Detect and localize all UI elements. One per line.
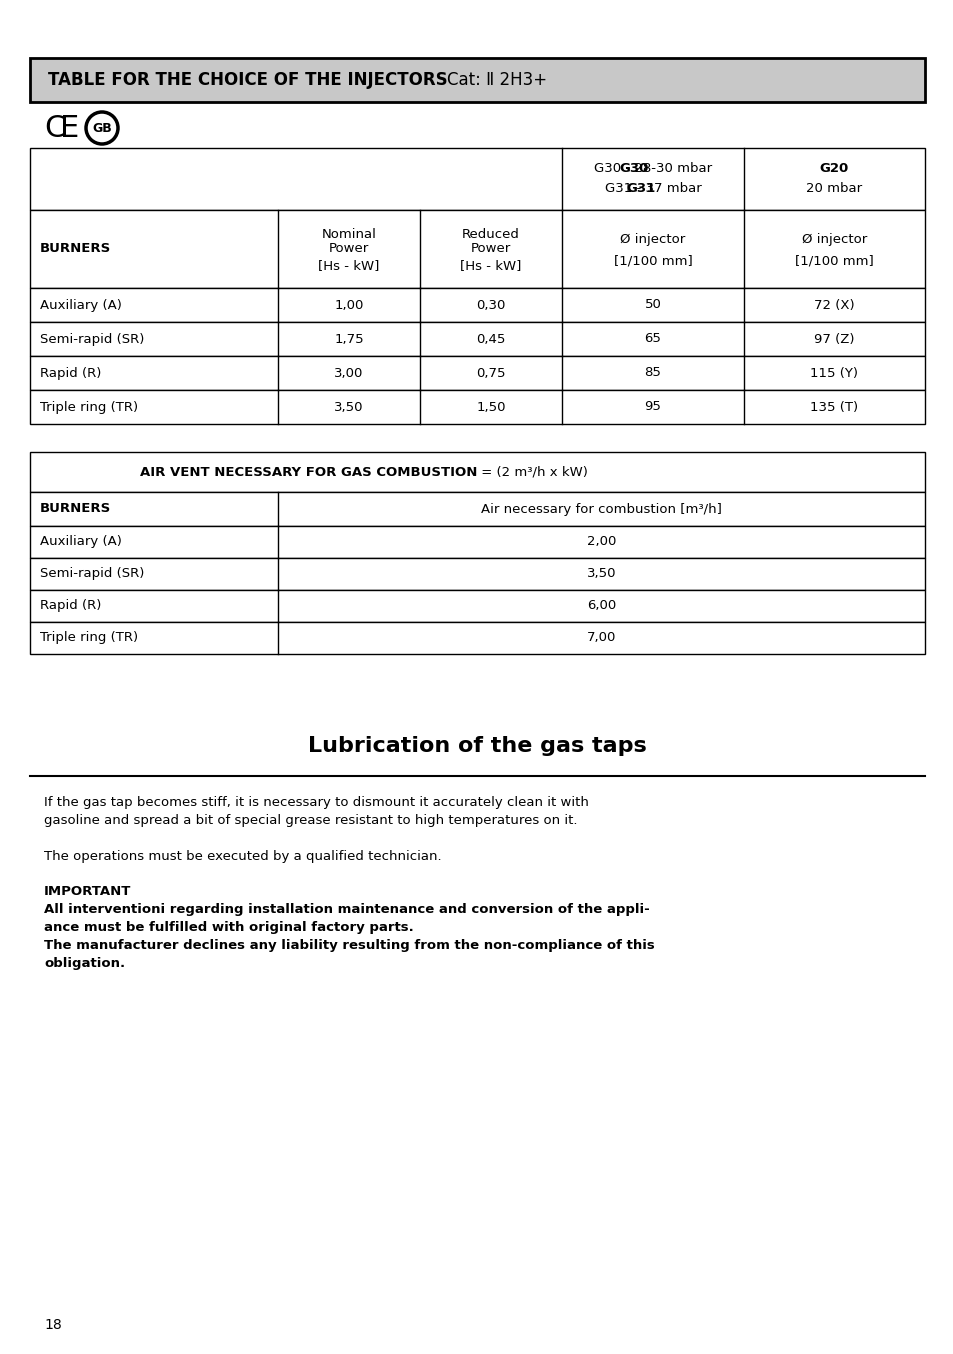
- Text: All interventioni regarding installation maintenance and conversion of the appli: All interventioni regarding installation…: [44, 903, 649, 917]
- Text: Semi-rapid (SR): Semi-rapid (SR): [40, 333, 144, 345]
- Text: [1/100 mm]: [1/100 mm]: [613, 255, 692, 268]
- Text: 0,45: 0,45: [476, 333, 505, 345]
- Bar: [30, 525, 924, 558]
- Text: Ø injector: Ø injector: [801, 233, 866, 245]
- Text: 115 (Y): 115 (Y): [810, 367, 858, 379]
- Text: ance must be fulfilled with original factory parts.: ance must be fulfilled with original fac…: [44, 921, 414, 934]
- Bar: [30, 452, 924, 492]
- Text: E: E: [60, 114, 79, 144]
- Text: Semi-rapid (SR): Semi-rapid (SR): [40, 567, 144, 581]
- Bar: [30, 558, 924, 590]
- Text: BURNERS: BURNERS: [40, 242, 112, 256]
- Text: 1,00: 1,00: [334, 298, 363, 311]
- Text: G30: G30: [618, 162, 648, 176]
- Text: The manufacturer declines any liability resulting from the non-compliance of thi: The manufacturer declines any liability …: [44, 940, 654, 952]
- Text: [Hs - kW]: [Hs - kW]: [460, 260, 521, 272]
- Text: 3,50: 3,50: [334, 401, 363, 413]
- Text: Auxiliary (A): Auxiliary (A): [40, 298, 122, 311]
- Text: G30 - 28-30 mbar: G30 - 28-30 mbar: [594, 162, 711, 176]
- Text: G31: G31: [625, 183, 655, 195]
- Text: Power: Power: [329, 242, 369, 256]
- Text: 3,50: 3,50: [586, 567, 616, 581]
- Text: Auxiliary (A): Auxiliary (A): [40, 535, 122, 548]
- Text: 1,50: 1,50: [476, 401, 505, 413]
- Text: Nominal: Nominal: [321, 227, 376, 241]
- Text: 3,00: 3,00: [334, 367, 363, 379]
- Bar: [30, 356, 924, 390]
- Text: 65: 65: [644, 333, 660, 345]
- Text: Triple ring (TR): Triple ring (TR): [40, 631, 138, 645]
- Text: gasoline and spread a bit of special grease resistant to high temperatures on it: gasoline and spread a bit of special gre…: [44, 814, 577, 827]
- Text: 0,30: 0,30: [476, 298, 505, 311]
- Circle shape: [86, 112, 118, 144]
- Text: G20: G20: [819, 162, 848, 176]
- Bar: [30, 322, 924, 356]
- Text: 95: 95: [644, 401, 660, 413]
- Text: 85: 85: [644, 367, 660, 379]
- Text: 72 (X): 72 (X): [813, 298, 854, 311]
- Text: BURNERS: BURNERS: [40, 502, 112, 516]
- Text: IMPORTANT: IMPORTANT: [44, 886, 132, 898]
- Text: The operations must be executed by a qualified technician.: The operations must be executed by a qua…: [44, 850, 441, 862]
- Text: = (2 m³/h x kW): = (2 m³/h x kW): [477, 466, 588, 478]
- Text: Air necessary for combustion [m³/h]: Air necessary for combustion [m³/h]: [480, 502, 721, 516]
- Text: GB: GB: [92, 122, 112, 134]
- Text: 0,75: 0,75: [476, 367, 505, 379]
- Text: obligation.: obligation.: [44, 957, 125, 969]
- Bar: [30, 492, 924, 525]
- Text: Reduced: Reduced: [461, 227, 519, 241]
- Text: 135 (T): 135 (T): [810, 401, 858, 413]
- Text: 6,00: 6,00: [586, 600, 616, 612]
- Bar: [30, 390, 924, 424]
- Text: [1/100 mm]: [1/100 mm]: [794, 255, 873, 268]
- Bar: [30, 58, 924, 102]
- Bar: [30, 210, 924, 288]
- Text: Triple ring (TR): Triple ring (TR): [40, 401, 138, 413]
- Text: 2,00: 2,00: [586, 535, 616, 548]
- Bar: [30, 148, 924, 210]
- Text: 7,00: 7,00: [586, 631, 616, 645]
- Text: C: C: [44, 114, 66, 144]
- Text: 97 (Z): 97 (Z): [814, 333, 854, 345]
- Text: Ø injector: Ø injector: [619, 233, 685, 245]
- Text: 50: 50: [644, 298, 660, 311]
- Bar: [30, 590, 924, 621]
- Text: [Hs - kW]: [Hs - kW]: [318, 260, 379, 272]
- Text: Cat: Ⅱ 2H3+: Cat: Ⅱ 2H3+: [447, 70, 547, 89]
- Text: 1,75: 1,75: [334, 333, 363, 345]
- Text: 18: 18: [44, 1317, 62, 1332]
- Text: 20 mbar: 20 mbar: [805, 183, 862, 195]
- Text: Rapid (R): Rapid (R): [40, 367, 101, 379]
- Text: TABLE FOR THE CHOICE OF THE INJECTORS: TABLE FOR THE CHOICE OF THE INJECTORS: [48, 70, 447, 89]
- Text: AIR VENT NECESSARY FOR GAS COMBUSTION: AIR VENT NECESSARY FOR GAS COMBUSTION: [140, 466, 477, 478]
- Text: Lubrication of the gas taps: Lubrication of the gas taps: [308, 737, 646, 756]
- Text: If the gas tap becomes stiff, it is necessary to dismount it accurately clean it: If the gas tap becomes stiff, it is nece…: [44, 796, 588, 808]
- Text: Power: Power: [471, 242, 511, 256]
- Bar: [30, 288, 924, 322]
- Bar: [30, 621, 924, 654]
- Text: G31 - 37 mbar: G31 - 37 mbar: [604, 183, 700, 195]
- Text: Rapid (R): Rapid (R): [40, 600, 101, 612]
